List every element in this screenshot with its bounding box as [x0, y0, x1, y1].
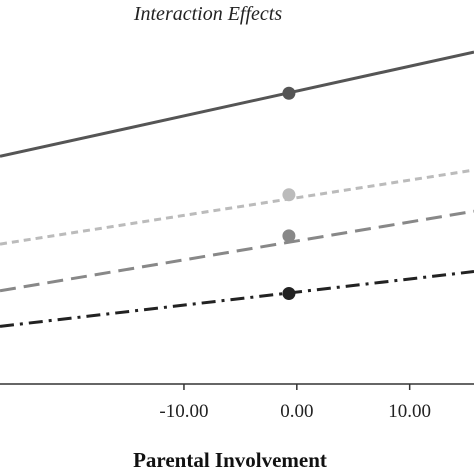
series-line-2	[0, 168, 474, 246]
x-tick-label: 10.00	[388, 401, 431, 422]
series-marker-3	[282, 229, 296, 243]
x-tick-label: 0.00	[280, 401, 313, 422]
series-marker-4	[282, 286, 296, 300]
x-axis-label: Parental Involvement	[133, 448, 327, 472]
chart-title: Interaction Effects	[133, 3, 283, 25]
series-marker-1	[282, 86, 296, 100]
series-line-4	[0, 270, 474, 328]
x-axis-ticks: -10.00 0.00 10.00	[159, 384, 431, 422]
series-line-1	[0, 50, 474, 158]
series-line-3	[0, 209, 474, 293]
plot-area	[0, 50, 474, 328]
x-tick-label: -10.00	[159, 401, 208, 422]
series-marker-2	[282, 188, 296, 202]
